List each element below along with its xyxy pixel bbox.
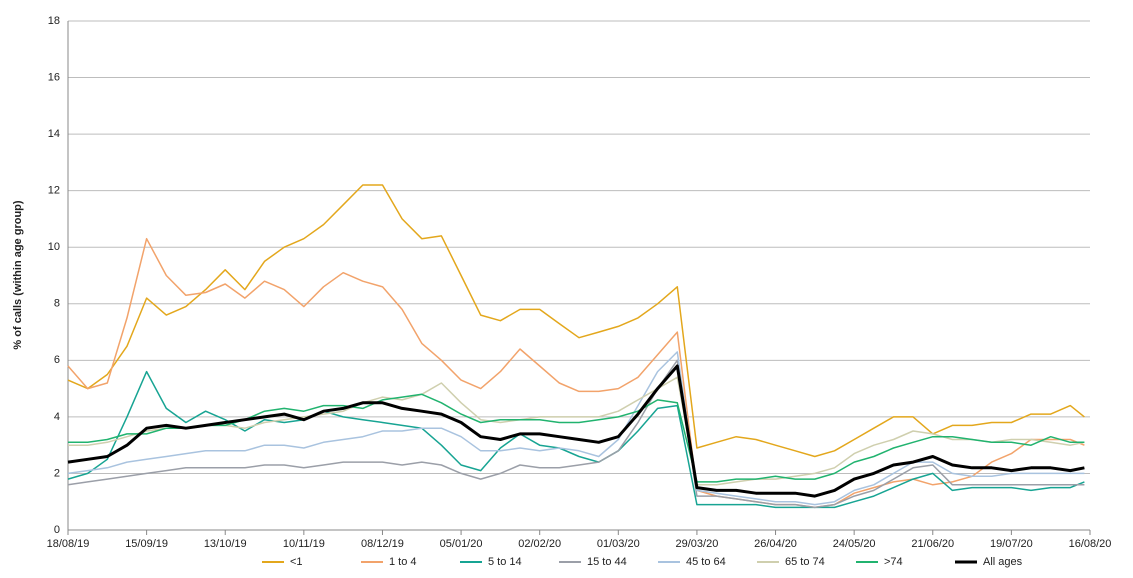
legend-label: All ages bbox=[983, 556, 1023, 568]
y-tick-label: 10 bbox=[48, 241, 60, 253]
legend-label: 1 to 4 bbox=[389, 556, 417, 568]
series-line bbox=[67, 359, 1085, 509]
series-line bbox=[67, 237, 1085, 509]
x-tick-label: 18/08/19 bbox=[47, 538, 90, 550]
series-line bbox=[67, 364, 1085, 498]
x-tick-label: 01/03/20 bbox=[597, 538, 640, 550]
series-line bbox=[68, 376, 1085, 486]
series-line bbox=[67, 184, 1085, 458]
y-tick-label: 8 bbox=[54, 298, 60, 310]
legend-label: 45 to 64 bbox=[686, 556, 726, 568]
y-axis-label: % of calls (within age group) bbox=[12, 200, 24, 349]
y-tick-label: 16 bbox=[48, 71, 60, 83]
x-tick-label: 26/04/20 bbox=[754, 538, 797, 550]
series-line bbox=[67, 351, 1085, 506]
y-tick-label: 14 bbox=[48, 128, 60, 140]
legend-label: <1 bbox=[290, 556, 303, 568]
x-tick-label: 10/11/19 bbox=[283, 538, 325, 550]
legend-label: >74 bbox=[884, 556, 903, 568]
x-tick-label: 05/01/20 bbox=[440, 538, 483, 550]
y-tick-label: 6 bbox=[54, 354, 60, 366]
x-tick-label: 24/05/20 bbox=[833, 538, 876, 550]
legend-label: 15 to 44 bbox=[587, 556, 627, 568]
legend-label: 5 to 14 bbox=[488, 556, 522, 568]
x-tick-label: 21/06/20 bbox=[911, 538, 954, 550]
x-tick-label: 19/07/20 bbox=[990, 538, 1033, 550]
y-tick-label: 4 bbox=[54, 411, 60, 423]
y-tick-label: 18 bbox=[48, 15, 60, 27]
y-tick-label: 2 bbox=[54, 467, 60, 479]
x-tick-label: 15/09/19 bbox=[125, 538, 168, 550]
x-tick-label: 13/10/19 bbox=[204, 538, 247, 550]
x-tick-label: 16/08/20 bbox=[1069, 538, 1112, 550]
legend-label: 65 to 74 bbox=[785, 556, 825, 568]
x-tick-label: 29/03/20 bbox=[676, 538, 719, 550]
y-tick-label: 12 bbox=[48, 185, 60, 197]
x-tick-label: 08/12/19 bbox=[361, 538, 404, 550]
x-tick-label: 02/02/20 bbox=[518, 538, 561, 550]
y-tick-label: 0 bbox=[54, 524, 60, 536]
